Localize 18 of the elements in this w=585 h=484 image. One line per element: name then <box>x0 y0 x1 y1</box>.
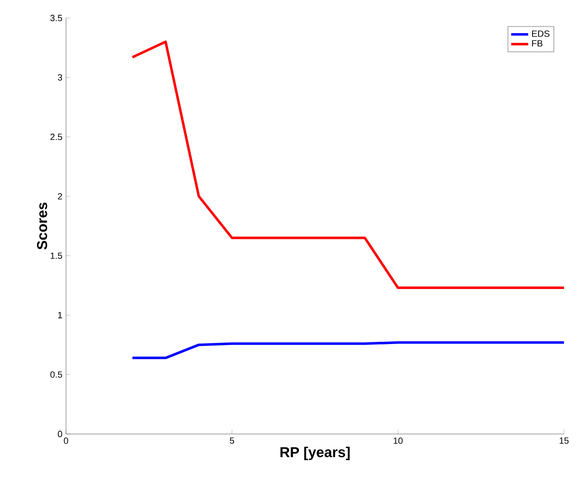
x-tick-label: 15 <box>560 438 569 444</box>
x-tick-label: 10 <box>394 438 403 444</box>
y-tick-label: 1.5 <box>50 252 62 259</box>
legend-label: EDS <box>532 30 550 37</box>
y-tick-label: 1 <box>58 312 62 318</box>
x-tick-label: 5 <box>230 438 234 444</box>
x-tick-label: 0 <box>64 438 68 444</box>
y-tick-label: 2 <box>58 193 62 200</box>
y-tick-label: 0 <box>58 430 62 438</box>
y-tick-label: 0.5 <box>50 371 62 378</box>
line-series <box>131 40 564 290</box>
y-axis-title: Scores <box>37 202 48 250</box>
y-tick-label: 3 <box>58 74 62 81</box>
line-series <box>131 341 564 360</box>
x-axis-title: RP [years] <box>280 446 350 460</box>
y-tick-label: 3.5 <box>50 14 62 22</box>
y-tick-label: 2.5 <box>50 134 62 140</box>
legend-label: FB <box>532 40 542 46</box>
